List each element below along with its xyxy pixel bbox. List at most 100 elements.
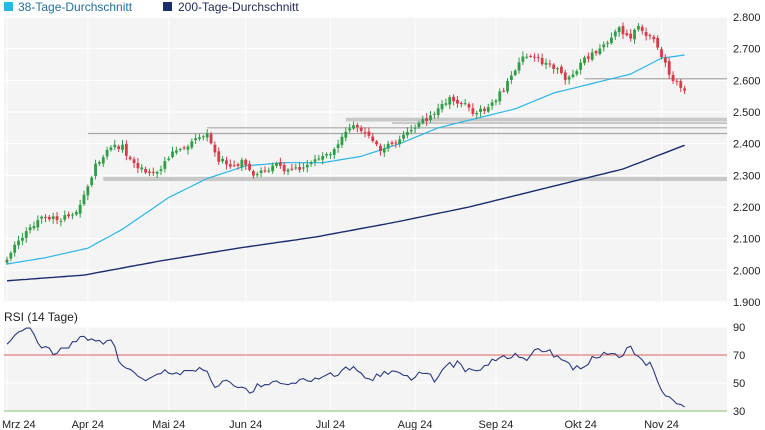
candle-body [209,134,213,144]
candle-body [13,244,17,253]
candle-body [513,70,517,75]
candle-body [98,162,101,164]
candle-body [182,147,186,149]
candle-body [159,169,163,171]
candle-body [598,48,602,54]
x-tick-label: Jul 24 [316,419,345,430]
candle-body [86,186,90,196]
ma38-line [6,54,685,265]
candle-body [163,161,167,169]
candle-body [55,216,59,221]
price-y-tick-label: 2.800 [733,12,761,24]
candle-body [409,129,413,132]
candle-body [136,163,140,169]
price-y-tick-label: 1.900 [733,297,761,309]
candle-body [44,217,47,219]
price-plot-area [4,17,727,302]
price-y-tick-label: 2.700 [733,44,761,56]
candle-body [421,119,425,124]
candle-body [329,154,332,156]
candle-body [594,51,598,54]
candle-body [252,170,255,176]
candle-body [40,216,44,219]
candle-body [298,167,301,170]
candle-body [63,215,67,220]
candle-body [267,170,271,172]
candle-body [186,146,190,150]
candle-body [332,149,336,155]
candle-body [240,159,244,168]
candle-body [28,227,32,231]
candle-body [379,145,382,152]
candle-body [483,108,486,111]
candle-body [359,127,363,132]
candle-body [325,153,328,156]
candle-body [456,99,459,104]
candle-body [155,171,159,174]
candle-body [117,146,121,150]
candle-body [517,62,521,71]
candle-body [151,171,155,173]
price-y-tick-label: 2.300 [733,170,761,182]
candle-body [394,142,398,144]
candle-body [286,169,290,172]
candle-body [467,104,471,108]
candle-body [590,52,594,60]
x-tick-label: Jun 24 [229,419,262,430]
candle-body [425,118,429,122]
candle-body [663,57,667,63]
candle-body [617,27,621,33]
candle-body [348,128,352,131]
rsi-y-tick-label: 50 [733,378,745,390]
candle-body [452,96,455,102]
candle-body [236,164,240,166]
price-y-tick-label: 2.500 [733,107,761,119]
candle-body [317,158,321,160]
candle-body [610,37,613,44]
candle-body [563,72,567,80]
candle-body [656,37,660,48]
candle-body [413,127,417,129]
candle-body [371,136,375,142]
legend-swatch-ma200 [163,2,172,11]
candle-body [271,165,275,172]
candle-body [198,137,201,139]
candle-body [633,29,636,40]
candle-body [509,75,513,80]
legend: 38-Tage-Durchschnitt 200-Tage-Durchschni… [4,0,299,14]
legend-label-ma200: 200-Tage-Durchschnitt [178,0,299,14]
candle-body [490,102,494,106]
candle-body [556,68,559,70]
candle-body [217,151,221,162]
candle-body [521,56,525,62]
candle-body [494,100,498,103]
candle-body [90,177,94,185]
candle-body [586,56,590,59]
x-tick-label: Okt 24 [564,419,596,430]
candle-body [9,252,13,259]
price-y-tick-label: 2.000 [733,265,761,277]
candle-body [171,151,174,158]
candle-body [498,91,502,102]
price-y-tick-label: 2.600 [733,75,761,87]
candle-body [355,124,359,128]
candlesticks [5,22,686,265]
candle-body [544,62,548,65]
candle-body [429,115,432,120]
candle-body [321,155,325,160]
candle-body [602,44,606,48]
candle-body [275,163,278,166]
candle-body [336,144,340,149]
candle-body [417,122,421,128]
x-tick-label: Apr 24 [72,419,104,430]
candle-body [232,165,236,167]
candle-body [398,139,402,144]
candle-body [32,225,36,229]
rsi-y-tick-label: 90 [733,322,745,334]
x-tick-label: Aug 24 [398,419,433,430]
candle-body [290,168,294,170]
candle-body [440,104,444,110]
candle-body [644,31,648,36]
candle-body [613,31,617,37]
